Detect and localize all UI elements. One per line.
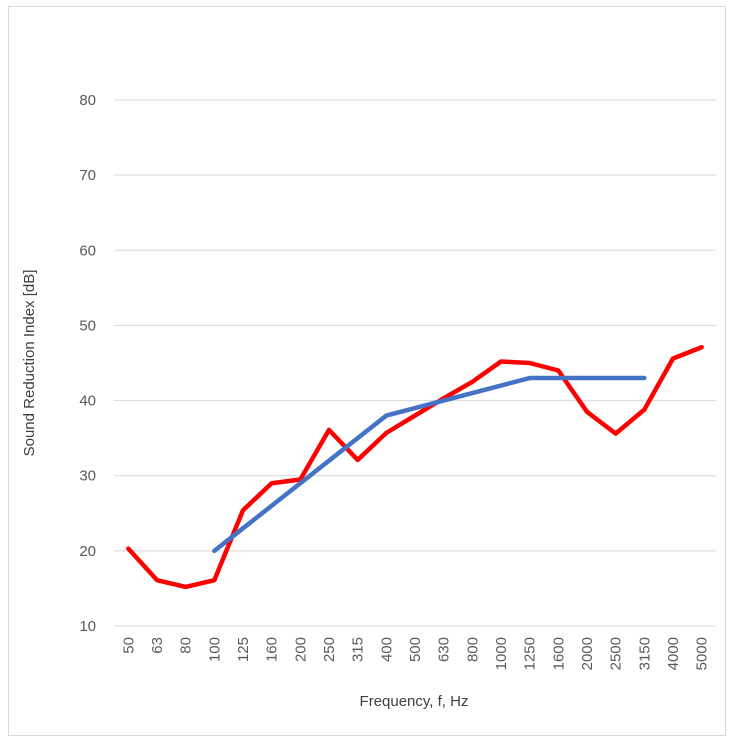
y-tick-label: 50: [79, 317, 96, 334]
x-tick-label: 1600: [550, 637, 567, 670]
y-tick-label: 70: [79, 167, 96, 184]
x-tick-label: 800: [464, 637, 481, 662]
x-tick-label: 1000: [493, 637, 510, 670]
y-tick-label: 10: [79, 618, 96, 635]
x-tick-label: 1250: [522, 637, 539, 670]
x-tick-label: 125: [235, 637, 252, 662]
x-tick-label: 630: [436, 637, 453, 662]
x-tick-label: 500: [407, 637, 424, 662]
x-tick-label: 200: [292, 637, 309, 662]
chart-frame: [8, 6, 726, 736]
y-tick-labels: 10 20 30 40 50 60 70 80: [79, 92, 96, 635]
series-line-2: [212, 375, 647, 554]
x-tick-label: 5000: [694, 637, 711, 670]
x-tick-label: 250: [321, 637, 338, 662]
gridlines: [114, 99, 716, 627]
x-tick-label: 2000: [579, 637, 596, 670]
y-tick-label: 60: [79, 242, 96, 259]
x-tick-label: 3150: [636, 637, 653, 670]
x-tick-label: 100: [206, 637, 223, 662]
y-tick-label: 80: [79, 92, 96, 109]
x-tick-label: 160: [264, 637, 281, 662]
x-tick-label: 2500: [608, 637, 625, 670]
series-lines: [126, 344, 704, 590]
x-tick-label: 315: [350, 637, 367, 662]
series-line-1: [126, 344, 704, 590]
x-axis-title: Frequency, f, Hz: [360, 693, 469, 710]
x-tick-label: 80: [178, 637, 195, 654]
x-tick-labels: 50 63 80 100 125 160 200 250 315 400 500 630 800 1000…: [120, 637, 710, 670]
x-tick-label: 50: [120, 637, 137, 654]
x-tick-label: 400: [378, 637, 395, 662]
x-tick-label: 4000: [665, 637, 682, 670]
y-tick-label: 20: [79, 543, 96, 560]
x-tick-label: 63: [149, 637, 166, 654]
y-tick-label: 30: [79, 468, 96, 485]
y-tick-label: 40: [79, 393, 96, 410]
y-axis-title: Sound Reduction Index [dB]: [21, 270, 38, 457]
